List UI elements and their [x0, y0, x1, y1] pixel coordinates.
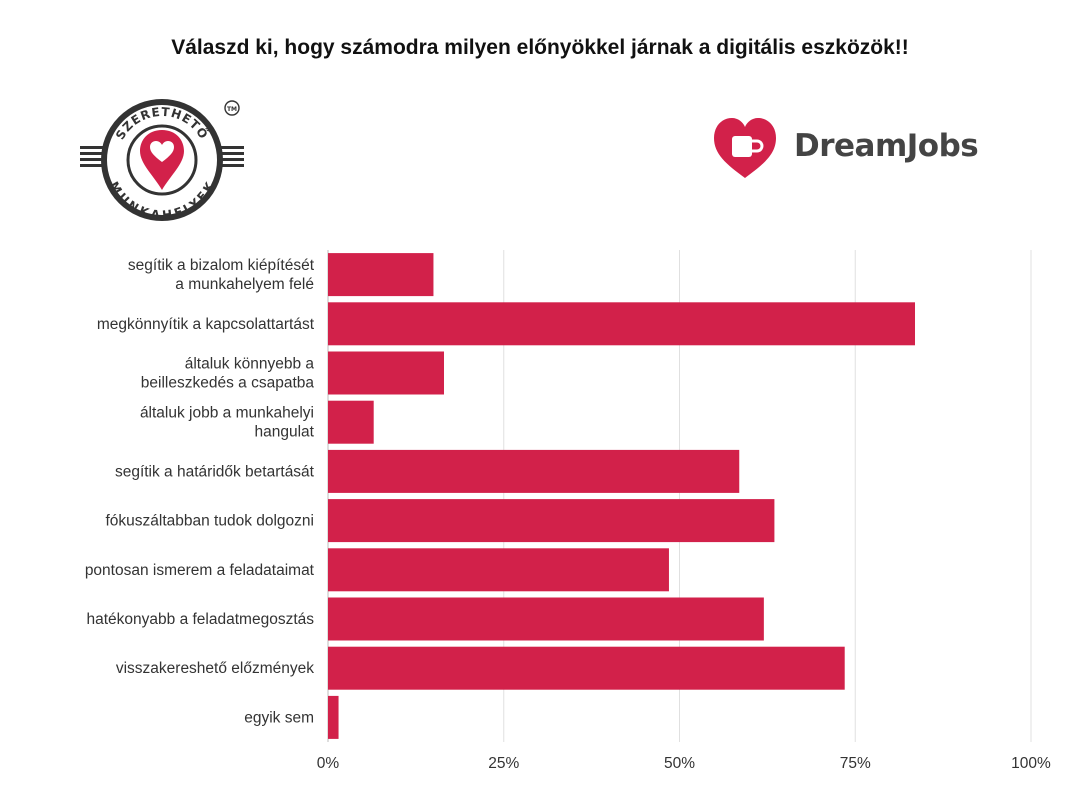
category-label: segítik a bizalom kiépítését a munkahelye… [128, 257, 315, 293]
category-label: általuk jobb a munkahelyi hangulat [140, 405, 315, 441]
category-label-line: hatékonyabb a feladatmegosztás [87, 611, 315, 628]
bar [328, 597, 764, 641]
category-label-line: a munkahelyem felé [175, 276, 314, 293]
bar [328, 499, 775, 543]
category-label: fókuszáltabban tudok dolgozni [105, 513, 314, 530]
x-tick-label: 75% [840, 755, 871, 772]
bar [328, 253, 434, 297]
category-label: segítik a határidők betartását [115, 463, 315, 480]
category-label: megkönnyítik a kapcsolattartást [97, 316, 315, 333]
category-label-line: egyik sem [244, 709, 314, 726]
bar [328, 548, 669, 592]
category-label: általuk könnyebb a beilleszkedés a csapat… [141, 356, 315, 392]
category-label-line: általuk könnyebb a [185, 356, 315, 373]
trademark-mark: TM [227, 106, 237, 113]
x-tick-label: 25% [488, 755, 519, 772]
category-label-line: hangulat [255, 424, 315, 441]
dreamjobs-logo: DreamJobs [712, 116, 1012, 182]
category-label-line: fókuszáltabban tudok dolgozni [105, 513, 314, 530]
category-label: hatékonyabb a feladatmegosztás [87, 611, 315, 628]
chart-title: Válaszd ki, hogy számodra milyen előnyök… [171, 36, 909, 59]
x-tick-label: 0% [317, 755, 340, 772]
category-label-line: pontosan ismerem a feladataimat [85, 562, 315, 579]
category-label-line: beilleszkedés a csapatba [141, 375, 315, 392]
dreamjobs-wordmark: DreamJobs [794, 128, 979, 164]
x-tick-label: 50% [664, 755, 695, 772]
category-label-line: visszakereshető előzmények [116, 660, 314, 677]
category-label: pontosan ismerem a feladataimat [85, 562, 315, 579]
bar [328, 449, 740, 493]
category-label-line: segítik a határidők betartását [115, 463, 315, 480]
bar [328, 302, 916, 346]
bar [328, 351, 444, 395]
category-label: visszakereshető előzmények [116, 660, 314, 677]
bar [328, 400, 374, 444]
category-label-line: általuk jobb a munkahelyi [140, 405, 314, 422]
mug-icon [732, 136, 764, 157]
heart-icon [150, 141, 174, 162]
category-label-line: megkönnyítik a kapcsolattartást [97, 316, 315, 333]
szeretheto-munkahelyek-logo: SZERETHETŐ MUNKAHELYEK TM [78, 98, 248, 228]
bar [328, 646, 845, 690]
category-label: egyik sem [244, 709, 314, 726]
bar [328, 695, 339, 739]
category-label-line: segítik a bizalom kiépítését [128, 257, 315, 274]
x-tick-label: 100% [1011, 755, 1051, 772]
